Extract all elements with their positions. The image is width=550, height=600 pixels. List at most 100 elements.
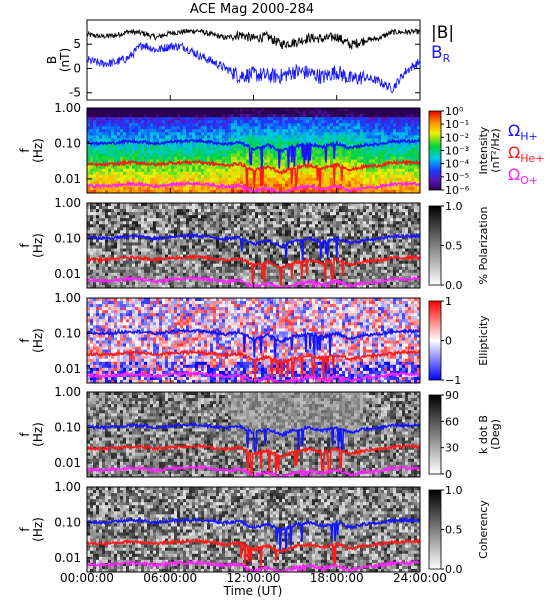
panel-ellipticity: 1.00 0.10 0.01 f (Hz) 1 0 −1 Ellipticity (18, 291, 490, 387)
intensity-ytick-label: 0.10 (54, 136, 81, 150)
coherency-ylabel-unit: (Hz) (31, 517, 45, 542)
gyro-He-line (86, 443, 421, 479)
k-dot-b-colorbar-tick-label: 30 (445, 442, 459, 455)
k-dot-b-colorbar-tick-label: 0 (445, 468, 452, 481)
time-tick-label: 06:00:00 (143, 571, 197, 585)
field-ytick-label: -5 (69, 86, 81, 100)
legend-B-total: |B| (431, 23, 454, 43)
polarization-ytick-label: 1.00 (54, 196, 81, 210)
ellipticity-colorbar-tick-label: 1 (445, 295, 452, 308)
gyro-H-line (86, 137, 421, 171)
ellipticity-ytick-label: 0.01 (54, 362, 81, 376)
field-ytick-label: 5 (73, 37, 81, 51)
time-tick-label: 12:00:00 (227, 571, 281, 585)
k-dot-b-colorbar-tick-label: 90 (445, 389, 459, 402)
polarization-colorbar-label: % Polarization (477, 207, 490, 285)
coherency-colorbar-tick-label: 1.0 (445, 484, 463, 497)
k-dot-b-cells (87, 392, 421, 478)
polarization-colorbar-tick-label: 0.0 (445, 279, 463, 292)
coherency-colorbar-label: Coherency (477, 500, 490, 559)
k-dot-b-ytick-label: 1.00 (54, 385, 81, 399)
intensity-ytick-label: 1.00 (54, 101, 81, 115)
legend-B-R: BR (431, 43, 451, 65)
field-ylabel: B (45, 56, 59, 64)
intensity-colorbar-tick-label: 10⁻² (445, 131, 469, 144)
polarization-ylabel: f (18, 243, 32, 248)
coherency-ytick-label: 0.10 (54, 515, 81, 529)
panel-k-dot-b: 1.00 0.10 0.01 f (Hz) 90 60 30 0 k dot B (Deg) (18, 385, 502, 481)
polarization-colorbar-tick-label: 0.5 (445, 240, 463, 253)
k-dot-b-ytick-label: 0.01 (54, 456, 81, 470)
field-series-group (86, 28, 421, 94)
field-ylabel-unit: (nT) (58, 48, 72, 72)
polarization-ylabel-unit: (Hz) (31, 233, 45, 258)
time-axis: 00:00:00 06:00:00 12:00:00 18:00:00 24:00:00 (60, 95, 447, 585)
legend-omega-He: ΩHe+ (508, 143, 545, 165)
ellipticity-colorbar (428, 300, 442, 381)
panel-coherency: 1.00 0.10 0.01 f (Hz) 1.0 0.5 0.0 Coherency (18, 480, 490, 576)
polarization-colorbar-tick-label: 1.0 (445, 200, 463, 213)
intensity-colorbar (428, 110, 442, 191)
gyro-He-line (86, 158, 421, 190)
coherency-ytick-label: 0.01 (54, 551, 81, 565)
ellipticity-ylabel-unit: (Hz) (31, 328, 45, 353)
gyro-H-line (86, 327, 421, 358)
k-dot-b-colorbar-tick-label: 60 (445, 415, 459, 428)
k-dot-b-colorbar-unit: (Deg) (489, 419, 502, 450)
intensity-colorbar-tick-label: 10⁰ (445, 105, 464, 118)
intensity-colorbar-unit: (nT²/Hz) (489, 128, 502, 172)
coherency-ytick-label: 1.00 (54, 480, 81, 494)
panel-polarization: 1.00 0.10 0.01 f (Hz) 1.0 0.5 0.0 % Polarization (18, 196, 490, 292)
intensity-colorbar-tick-label: 10⁻¹ (445, 118, 469, 131)
intensity-colorbar-tick-label: 10⁻⁶ (445, 184, 470, 197)
k-dot-b-ylabel: f (18, 432, 32, 437)
time-axis-label: Time (UT) (223, 584, 283, 598)
k-dot-b-colorbar-label: k dot B (477, 415, 490, 454)
gyro-He-line (86, 349, 421, 381)
k-dot-b-colorbar (428, 394, 442, 475)
ellipticity-ytick-label: 1.00 (54, 291, 81, 305)
ellipticity-ylabel: f (18, 338, 32, 343)
k-dot-b-ylabel-unit: (Hz) (31, 422, 45, 447)
field-y-ticks: 5 0 -5 (69, 37, 420, 100)
ellipticity-colorbar-tick-label: −1 (445, 374, 461, 387)
coherency-colorbar-tick-label: 0.5 (445, 524, 463, 537)
ellipticity-colorbar-label: Ellipticity (477, 315, 490, 366)
series-line-B-R (86, 41, 421, 94)
intensity-ylabel: f (18, 148, 32, 153)
intensity-ytick-label: 0.01 (54, 172, 81, 186)
figure-title: ACE Mag 2000-284 (190, 2, 314, 17)
time-tick-label: 00:00:00 (60, 571, 114, 585)
intensity-colorbar-tick-label: 10⁻³ (445, 145, 469, 158)
time-tick-label: 18:00:00 (310, 571, 364, 585)
polarization-ytick-label: 0.10 (54, 231, 81, 245)
intensity-colorbar-tick-label: 10⁻⁵ (445, 171, 469, 184)
series-line-B-total (86, 28, 421, 50)
ellipticity-colorbar-tick-label: 0 (445, 335, 452, 348)
gyro-legend: ΩH+ ΩHe+ ΩO+ (508, 121, 545, 187)
legend-omega-O: ΩO+ (508, 165, 538, 187)
coherency-cells (87, 487, 421, 573)
gyro-H-line (86, 421, 421, 454)
intensity-colorbar-label: Intensity (477, 126, 490, 174)
gyro-He-line (86, 253, 421, 287)
polarization-colorbar (428, 205, 442, 286)
polarization-ytick-label: 0.01 (54, 267, 81, 281)
panel-intensity: 1.00 0.10 0.01 f (Hz) 10⁰10⁻¹10⁻²10⁻³10⁻⁴10⁻⁵… (18, 101, 502, 197)
gyro-He-line (86, 538, 421, 568)
intensity-ylabel-unit: (Hz) (31, 138, 45, 163)
gyro-H-line (86, 516, 421, 552)
ellipticity-ytick-label: 0.10 (54, 326, 81, 340)
spectrogram-panels: 1.000.100.01f (Hz)10⁰10⁻¹10⁻²10⁻³10⁻⁴10⁻⁵… (18, 101, 502, 576)
field-ytick-label: 0 (73, 61, 81, 75)
coherency-colorbar-tick-label: 0.0 (445, 563, 463, 576)
k-dot-b-ytick-label: 0.10 (54, 420, 81, 434)
legend-omega-H: ΩH+ (508, 121, 538, 143)
coherency-colorbar (428, 489, 442, 570)
intensity-colorbar-tick-label: 10⁻⁴ (445, 158, 470, 171)
time-tick-label: 24:00:00 (393, 571, 447, 585)
panel-magnetic-field: 5 0 -5 B (nT) |B| BR (45, 19, 454, 101)
coherency-ylabel: f (18, 527, 32, 532)
gyro-H-line (86, 231, 421, 264)
